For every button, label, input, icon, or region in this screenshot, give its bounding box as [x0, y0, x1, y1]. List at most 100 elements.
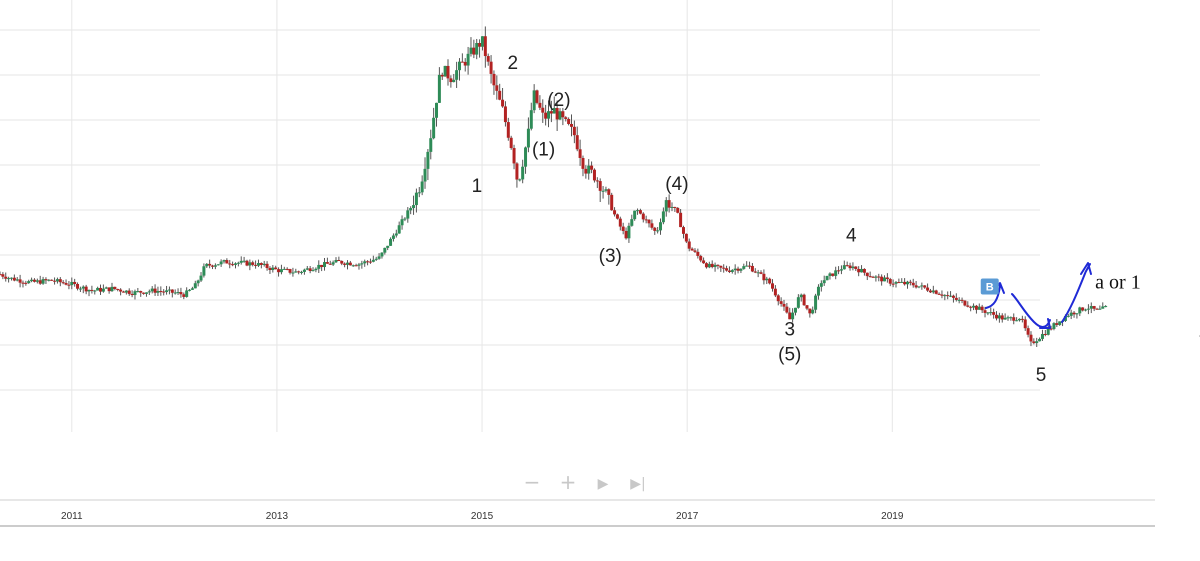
- wave-labels: 2 (2) (1) 1 (4) (3) 4 3 (5) 5: [472, 53, 1047, 386]
- candle-body: [742, 266, 746, 269]
- candle-body: [515, 163, 519, 180]
- candle-body: [219, 261, 223, 265]
- candle-body: [819, 283, 823, 287]
- candle-body: [771, 283, 775, 289]
- candle-body: [903, 281, 907, 285]
- candle-body: [615, 214, 619, 219]
- candle-body: [880, 276, 884, 282]
- candle-body: [837, 270, 841, 272]
- candle-body: [1003, 317, 1007, 320]
- candle-body: [314, 268, 318, 271]
- candle-body: [331, 262, 335, 265]
- candle-body: [883, 277, 887, 282]
- candle-body: [90, 289, 94, 291]
- zoom-in-button[interactable]: +: [560, 470, 577, 494]
- candle-body: [144, 292, 148, 294]
- candle-body: [345, 262, 349, 265]
- candle-body: [926, 287, 930, 291]
- candle-body: [403, 218, 407, 220]
- candle-body: [584, 168, 588, 174]
- candle-body: [328, 263, 332, 265]
- candle-body: [446, 65, 450, 79]
- candle-body: [435, 102, 439, 118]
- candle-body: [552, 107, 556, 114]
- candle-body: [791, 312, 795, 320]
- marker-badge[interactable]: [980, 278, 999, 295]
- candle-body: [1029, 334, 1033, 342]
- candle-body: [607, 189, 611, 195]
- candle-body: [1012, 317, 1016, 321]
- candle-body: [521, 166, 525, 180]
- candle-body: [93, 290, 97, 292]
- candle-body: [745, 265, 749, 267]
- candle-body: [980, 306, 984, 311]
- candle-body: [992, 312, 996, 315]
- candle-body: [363, 261, 367, 264]
- candle-body: [239, 260, 243, 263]
- candle-body: [0, 274, 2, 276]
- candle-body: [785, 306, 789, 313]
- candle-body: [277, 269, 281, 273]
- candle-body: [524, 147, 528, 167]
- candle-body: [1043, 333, 1047, 335]
- candle-body: [1066, 315, 1070, 317]
- event-marker[interactable]: B: [980, 278, 999, 295]
- scroll-end-button[interactable]: ▶|: [630, 476, 645, 492]
- candle-body: [636, 210, 640, 212]
- candle-body: [831, 273, 835, 276]
- candle-body: [699, 255, 703, 261]
- candle-body: [233, 263, 237, 265]
- candle-body: [704, 263, 708, 268]
- candle-body: [47, 279, 51, 281]
- candle-body: [567, 118, 571, 124]
- wave-label: 3: [784, 320, 795, 341]
- candlestick-series: [0, 26, 1108, 348]
- zoom-out-button[interactable]: −: [524, 470, 541, 494]
- candle-body: [814, 295, 818, 310]
- candle-body: [343, 263, 347, 265]
- candle-body: [394, 233, 398, 236]
- candle-body: [308, 268, 312, 272]
- candle-body: [30, 279, 34, 282]
- candle-body: [1052, 323, 1056, 329]
- arrow-c-or-3: [1061, 262, 1092, 323]
- candle-body: [486, 56, 490, 62]
- candle-body: [271, 267, 275, 271]
- scroll-forward-button[interactable]: ▶: [598, 476, 609, 492]
- candle-body: [1075, 313, 1079, 315]
- candle-body: [687, 241, 691, 249]
- candle-body: [1058, 321, 1062, 325]
- candle-body: [811, 309, 815, 314]
- candle-body: [839, 269, 843, 271]
- candle-body: [366, 261, 370, 263]
- candle-body: [351, 265, 355, 267]
- candle-body: [547, 111, 551, 119]
- candle-body: [185, 290, 189, 297]
- candle-body: [739, 268, 743, 271]
- candle-body: [776, 295, 780, 302]
- candle-body: [541, 107, 545, 113]
- candle-body: [802, 294, 806, 306]
- candle-body: [437, 74, 441, 103]
- x-tick-label: 2015: [471, 511, 494, 522]
- candle-body: [50, 279, 54, 281]
- candle-body: [773, 288, 777, 296]
- candle-body: [618, 218, 622, 227]
- candle-body: [857, 268, 861, 273]
- candle-body: [696, 251, 700, 256]
- candle-body: [67, 284, 71, 286]
- candle-body: [693, 250, 697, 252]
- candle-body: [977, 306, 981, 310]
- candle-body: [825, 275, 829, 281]
- candle-body: [564, 117, 568, 119]
- candle-body: [538, 102, 542, 108]
- candle-body: [713, 264, 717, 268]
- candle-body: [578, 149, 582, 158]
- candle-body: [12, 277, 16, 281]
- candle-body: [592, 169, 596, 181]
- candle-body: [796, 297, 800, 308]
- candle-body: [297, 271, 301, 273]
- candle-body: [383, 247, 387, 253]
- candle-body: [759, 272, 763, 274]
- candle-body: [934, 290, 938, 294]
